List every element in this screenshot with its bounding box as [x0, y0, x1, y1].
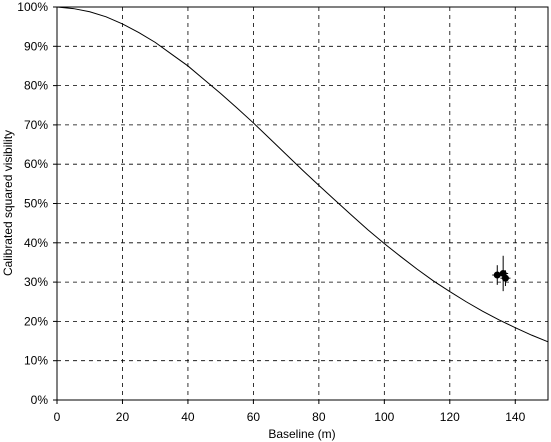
plot-frame	[56, 6, 549, 401]
y-tick-label: 90%	[24, 39, 48, 53]
x-tick-label: 100	[374, 410, 394, 424]
x-tick-label: 80	[312, 410, 326, 424]
x-axis-title: Baseline (m)	[268, 427, 335, 441]
x-tick-label: 60	[247, 410, 261, 424]
y-tick-label: 50%	[24, 197, 48, 211]
y-tick-label: 100%	[17, 0, 48, 14]
x-tick-label: 40	[181, 410, 195, 424]
x-tick-label: 120	[440, 410, 460, 424]
model-visibility-curve	[56, 6, 549, 343]
axis-layer: 0 20 40 60 80 100 120 140 0% 10% 20% 30% 40% 50% 60% 70…	[17, 0, 525, 424]
data-point	[501, 274, 509, 282]
y-axis-title: Calibrated squared visibility	[1, 130, 15, 276]
x-tick-label: 20	[116, 410, 130, 424]
y-tick-label: 70%	[24, 118, 48, 132]
y-tick-label: 40%	[24, 236, 48, 250]
grid-layer	[57, 7, 548, 400]
x-tick-label: 140	[505, 410, 525, 424]
series-layer	[56, 6, 549, 343]
x-tick-label: 0	[54, 410, 61, 424]
y-tick-label: 30%	[24, 275, 48, 289]
y-tick-label: 10%	[24, 354, 48, 368]
y-tick-label: 80%	[24, 79, 48, 93]
data-point	[493, 271, 501, 279]
y-tick-label: 20%	[24, 314, 48, 328]
y-tick-label: 60%	[24, 157, 48, 171]
y-tick-label: 0%	[31, 393, 49, 407]
